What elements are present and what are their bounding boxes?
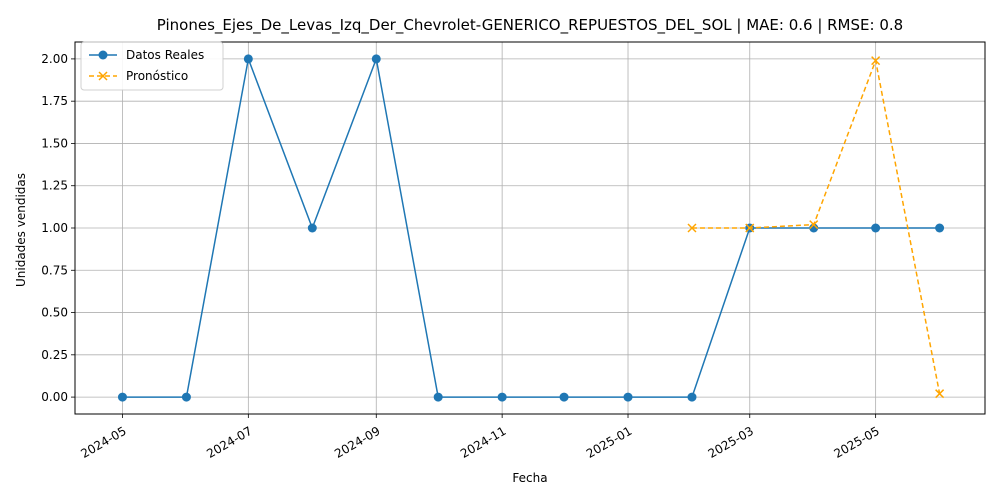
- y-tick-label: 1.50: [41, 136, 68, 150]
- x-axis-label: Fecha: [512, 471, 547, 485]
- data-point: [687, 392, 697, 402]
- data-point: [243, 54, 253, 64]
- legend-marker-pronostico: [98, 71, 108, 81]
- legend-label-pronostico: Pronóstico: [126, 69, 188, 83]
- forecast-point: [687, 223, 697, 233]
- data-point: [871, 223, 881, 233]
- data-point: [935, 223, 945, 233]
- forecast-point: [935, 389, 945, 399]
- data-point: [307, 223, 317, 233]
- series-layer: [117, 54, 945, 402]
- series-line-0: [122, 56, 940, 398]
- data-point: [497, 392, 507, 402]
- y-tick-label: 1.25: [41, 179, 68, 193]
- y-tick-label: 1.00: [41, 221, 68, 235]
- data-point: [559, 392, 569, 402]
- data-point: [809, 223, 819, 233]
- legend: Datos Reales Pronóstico: [80, 41, 224, 91]
- data-point: [623, 392, 633, 402]
- y-tick-label: 1.75: [41, 94, 68, 108]
- chart-title: Pinones_Ejes_De_Levas_Izq_Der_Chevrolet-…: [157, 16, 903, 35]
- y-tick-label: 0.00: [41, 390, 68, 404]
- data-point: [181, 392, 191, 402]
- legend-marker-datos-reales: [98, 50, 108, 60]
- y-tick-label: 0.50: [41, 306, 68, 320]
- data-point: [433, 392, 443, 402]
- forecast-point: [871, 56, 881, 66]
- y-axis-label: Unidades vendidas: [14, 173, 28, 287]
- data-point: [371, 54, 381, 64]
- data-point: [117, 392, 127, 402]
- forecast-point: [809, 220, 819, 230]
- y-tick-label: 0.25: [41, 348, 68, 362]
- y-tick-label: 2.00: [41, 52, 68, 66]
- forecast-point: [745, 223, 755, 233]
- legend-frame: [80, 41, 224, 91]
- y-tick-label: 0.75: [41, 263, 68, 277]
- legend-label-datos-reales: Datos Reales: [126, 48, 204, 62]
